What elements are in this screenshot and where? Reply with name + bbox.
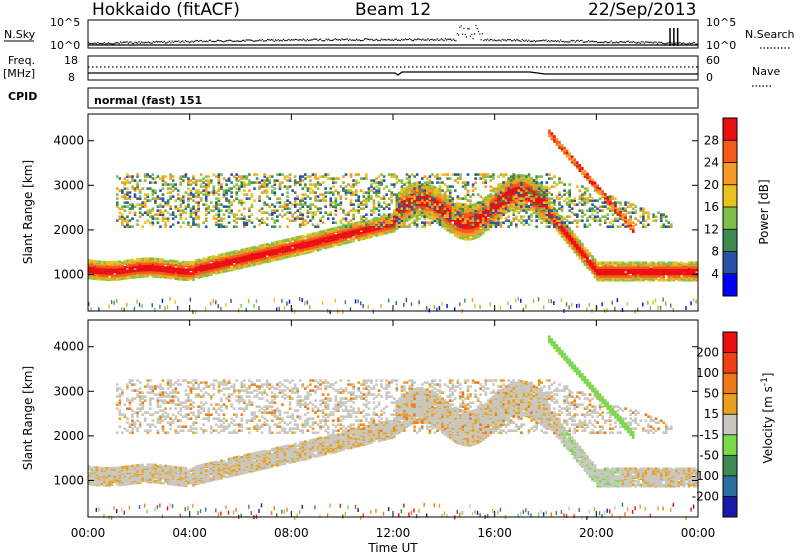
xtick-4: 16:00 — [477, 526, 512, 540]
freq-tick-bottom: 8 — [68, 71, 75, 84]
xtick-6: 00:00 — [681, 526, 716, 540]
nsky-frame — [87, 19, 699, 49]
nave-label: Nave — [752, 65, 780, 78]
velocity-cbar-swatch-6 — [723, 373, 737, 395]
power-cbar-tick-5: 24 — [704, 156, 719, 170]
power-cbar-swatch-7 — [723, 118, 737, 141]
velocity-cbar-swatch-4 — [723, 414, 737, 436]
velocity-ylabel: Slant Range [km] — [21, 366, 35, 470]
velocity-y-axis: 1000 2000 3000 4000 — [53, 340, 698, 487]
nave-tick-bottom: 0 — [706, 71, 713, 84]
power-cbar-tick-2: 12 — [704, 222, 719, 236]
beam-title: Beam 12 — [355, 0, 431, 20]
power-scatter — [88, 129, 699, 315]
velocity-cbar-tick-0: -200 — [692, 489, 719, 503]
nsearch-label: N.Search — [745, 28, 795, 41]
nsky-tick-top: 10^5 — [50, 16, 80, 29]
velocity-cbar-label: Velocity [m s-1] — [760, 373, 775, 464]
cpid-label: CPID — [8, 90, 37, 103]
velocity-ytick-4000: 4000 — [53, 340, 84, 354]
nsearch-tick-top: 10^5 — [706, 16, 736, 29]
xtick-3: 12:00 — [376, 526, 411, 540]
freq-panel: Freq. [MHz] 18 8 60 0 Nave — [3, 54, 780, 87]
xtick-2: 08:00 — [274, 526, 309, 540]
velocity-cbar-tick-5: 50 — [704, 387, 719, 401]
power-cbar-swatch-0 — [723, 273, 737, 297]
nsearch-tick-bottom: 10^0 — [706, 39, 736, 52]
velocity-cbar-tick-7: 200 — [696, 346, 719, 360]
power-ytick-3000: 3000 — [53, 178, 84, 192]
power-y-axis: 1000 2000 3000 4000 — [53, 134, 698, 281]
velocity-cbar-tick-1: -100 — [692, 469, 719, 483]
power-cbar-tick-4: 20 — [704, 178, 719, 192]
velocity-cbar-tick-2: -50 — [699, 448, 719, 462]
power-cbar-tick-1: 8 — [711, 245, 719, 259]
velocity-cbar-swatch-0 — [723, 496, 737, 518]
power-cbar-swatch-2 — [723, 229, 737, 252]
freq-trace — [88, 71, 698, 76]
power-cbar-tick-6: 28 — [704, 133, 719, 147]
power-cbar-swatch-4 — [723, 184, 737, 208]
velocity-ytick-1000: 1000 — [53, 473, 84, 487]
xtick-1: 04:00 — [172, 526, 207, 540]
nsky-trace — [88, 24, 698, 46]
nsky-label: N.Sky — [4, 28, 36, 41]
velocity-colorbar: -200 -100 -50 -15 15 50 100 200 — [692, 331, 738, 518]
date-title: 22/Sep/2013 — [588, 0, 696, 20]
velocity-scatter — [88, 335, 699, 521]
power-ytick-4000: 4000 — [53, 134, 84, 148]
power-cbar-swatch-1 — [723, 251, 737, 275]
power-cbar-tick-0: 4 — [711, 267, 719, 281]
xtick-0: 00:00 — [71, 526, 106, 540]
velocity-cbar-tick-3: -15 — [699, 428, 719, 442]
velocity-cbar-swatch-5 — [723, 393, 737, 415]
cpid-panel: CPID normal (fast) 151 — [8, 87, 699, 109]
power-colorbar: 4 8 12 16 20 24 28 — [704, 117, 738, 297]
freq-frame — [87, 55, 699, 81]
velocity-cbar-tick-6: 100 — [696, 366, 719, 380]
power-cbar-swatch-5 — [723, 162, 737, 186]
power-cbar-tick-3: 16 — [704, 200, 719, 214]
velocity-cbar-swatch-8 — [723, 332, 737, 354]
power-ytick-2000: 2000 — [53, 223, 84, 237]
velocity-panel: 1000 2000 3000 4000 Slant Range [km] -200 -1… — [21, 114, 775, 554]
station-title: Hokkaido (fitACF) — [92, 0, 240, 20]
xtick-5: 20:00 — [579, 526, 614, 540]
nsky-panel: N.Sky 10^5 10^0 10^5 10^0 N.Search — [4, 16, 795, 52]
velocity-cbar-tick-4: 15 — [704, 407, 719, 421]
power-ylabel: Slant Range [km] — [21, 160, 35, 264]
velocity-ytick-2000: 2000 — [53, 429, 84, 443]
velocity-cbar-swatch-1 — [723, 475, 737, 497]
nave-tick-top: 60 — [706, 54, 720, 67]
time-x-axis: 00:00 04:00 08:00 12:00 16:00 20:00 00:00 — [71, 114, 716, 540]
freq-label: Freq. — [8, 54, 35, 67]
velocity-ytick-3000: 3000 — [53, 384, 84, 398]
power-cbar-swatch-6 — [723, 140, 737, 163]
velocity-cbar-swatch-2 — [723, 455, 737, 477]
power-panel: 1000 2000 3000 4000 Slant Range [km] 4 8 12 16… — [21, 113, 771, 315]
power-ytick-1000: 1000 — [53, 267, 84, 281]
power-cbar-swatch-3 — [723, 207, 737, 230]
x-axis-label: Time UT — [367, 541, 418, 554]
velocity-cbar-swatch-3 — [723, 434, 737, 456]
nsky-tick-bottom: 10^0 — [50, 39, 80, 52]
velocity-cbar-swatch-7 — [723, 352, 737, 374]
cpid-value: normal (fast) 151 — [94, 94, 202, 107]
cpid-frame — [87, 87, 699, 109]
freq-unit: [MHz] — [3, 67, 35, 80]
power-cbar-label: Power [dB] — [757, 179, 771, 244]
freq-tick-top: 18 — [64, 54, 78, 67]
